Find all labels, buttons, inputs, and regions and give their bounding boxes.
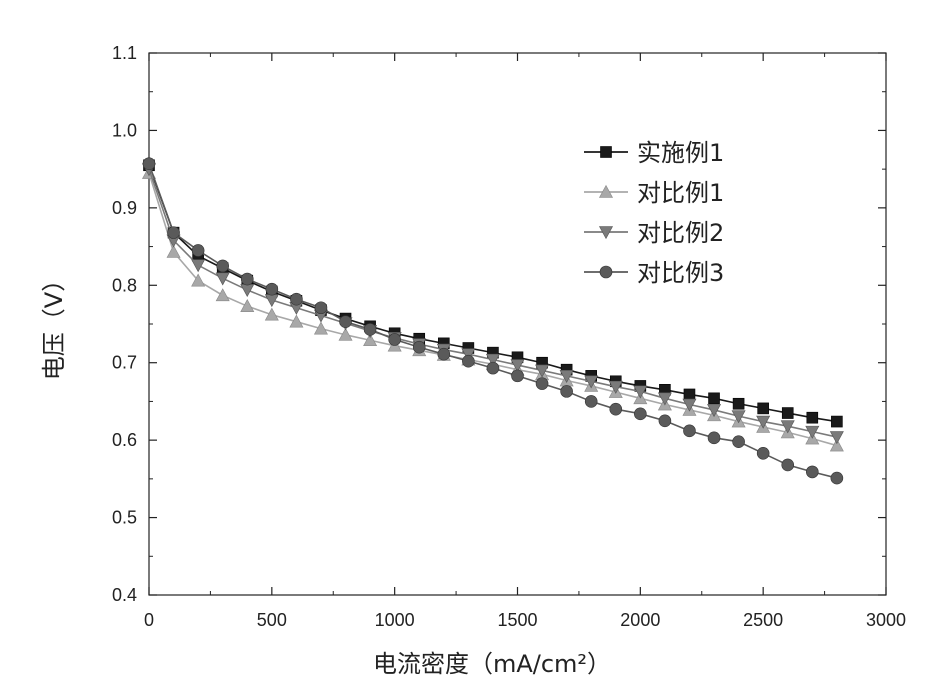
data-point (143, 158, 155, 170)
series-line (149, 165, 837, 421)
plot-frame (149, 53, 886, 595)
x-tick-label: 500 (257, 610, 287, 630)
legend-item: 对比例2 (584, 219, 724, 247)
data-point (610, 403, 622, 415)
data-point (315, 302, 327, 314)
x-tick-label: 2500 (743, 610, 783, 630)
y-tick-label: 0.6 (112, 430, 137, 450)
x-tick-label: 1500 (497, 610, 537, 630)
x-axis-ticks: 0 500 1000 1500 2000 2500 3000 (144, 53, 906, 630)
legend: 实施例1 对比例1 对比例2 对比例3 (584, 139, 724, 287)
series-layer (143, 158, 844, 484)
data-point (487, 362, 499, 374)
legend-label: 对比例3 (637, 259, 724, 287)
data-point (512, 370, 524, 382)
x-tick-label: 2000 (620, 610, 660, 630)
x-tick-label: 1000 (375, 610, 415, 630)
series-line (149, 169, 837, 437)
data-point (192, 260, 205, 272)
data-point (192, 244, 204, 256)
data-point (364, 323, 376, 335)
data-point (757, 447, 769, 459)
data-point (389, 333, 401, 345)
data-point (782, 408, 793, 419)
data-point (733, 436, 745, 448)
data-point (683, 425, 695, 437)
legend-marker (600, 266, 612, 278)
y-axis-ticks: 0.4 0.5 0.6 0.7 0.8 0.9 1.0 1.1 (112, 43, 886, 605)
data-point (241, 273, 253, 285)
legend-marker (601, 147, 612, 158)
data-point (758, 403, 769, 414)
y-tick-label: 1.0 (112, 120, 137, 140)
data-point (216, 273, 229, 285)
y-tick-label: 0.4 (112, 585, 137, 605)
y-tick-label: 1.1 (112, 43, 137, 63)
legend-item: 对比例1 (584, 179, 724, 207)
y-axis-title: 电压（V） (40, 268, 68, 380)
data-point (831, 472, 843, 484)
data-point (831, 416, 842, 427)
legend-item: 实施例1 (584, 139, 724, 167)
x-tick-label: 3000 (866, 610, 906, 630)
legend-label: 对比例1 (637, 179, 724, 207)
x-axis-title: 电流密度（mA/cm²） (373, 650, 611, 678)
data-point (265, 294, 278, 306)
data-point (290, 293, 302, 305)
series-4 (143, 158, 843, 484)
data-point (684, 389, 695, 400)
legend-label: 实施例1 (637, 139, 724, 167)
series-line (149, 164, 837, 478)
data-point (561, 385, 573, 397)
data-point (438, 348, 450, 360)
data-point (241, 284, 254, 296)
data-point (806, 466, 818, 478)
data-point (216, 289, 229, 301)
data-point (217, 260, 229, 272)
x-tick-label: 0 (144, 610, 154, 630)
data-point (413, 341, 425, 353)
data-point (585, 395, 597, 407)
data-point (807, 412, 818, 423)
data-point (708, 432, 720, 444)
y-tick-label: 0.8 (112, 275, 137, 295)
data-point (709, 393, 720, 404)
data-point (659, 415, 671, 427)
data-point (733, 398, 744, 409)
y-tick-label: 0.5 (112, 508, 137, 528)
data-point (462, 355, 474, 367)
data-point (782, 459, 794, 471)
data-point (340, 316, 352, 328)
data-point (266, 283, 278, 295)
legend-label: 对比例2 (637, 219, 724, 247)
data-point (830, 432, 843, 444)
data-point (634, 408, 646, 420)
y-tick-label: 0.7 (112, 353, 137, 373)
data-point (168, 227, 180, 239)
data-point (265, 308, 278, 320)
data-point (536, 378, 548, 390)
y-tick-label: 0.9 (112, 198, 137, 218)
legend-item: 对比例3 (584, 259, 724, 287)
data-point (241, 300, 254, 312)
